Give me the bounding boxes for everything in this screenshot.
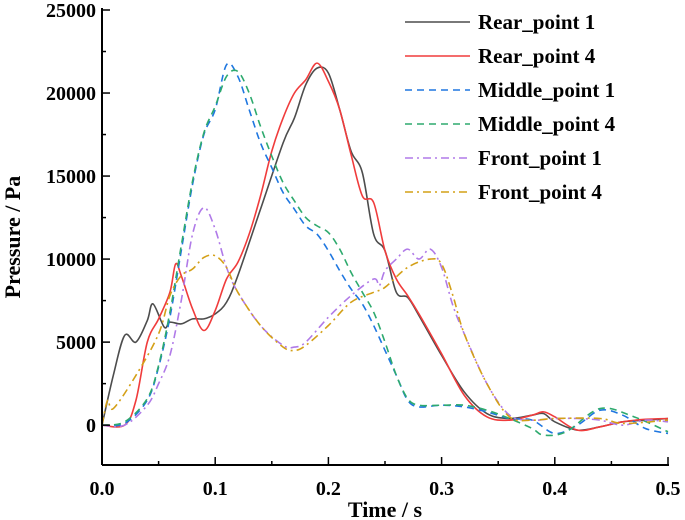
legend: Rear_point 1 Rear_point 4 Middle_point 1 Mi… [405, 10, 616, 204]
x-axis-label: Time / s [348, 497, 423, 520]
y-tick-label: 5000 [56, 332, 96, 354]
legend-label: Middle_point 1 [478, 78, 615, 102]
legend-label: Front_point 1 [478, 146, 602, 170]
y-tick-label: 10000 [46, 249, 96, 271]
x-tick-label: 0.1 [203, 478, 228, 500]
y-tick-label: 15000 [46, 166, 96, 188]
legend-label: Middle_point 4 [478, 112, 616, 136]
series-line-front-point-1 [101, 206, 669, 428]
series-line-front-point-4 [101, 254, 669, 426]
axis-ticks: 0.0 0.1 0.2 0.3 0.4 0.5 0 5000 10000 15000 20000 25… [46, 0, 681, 500]
x-tick-label: 0.0 [90, 478, 115, 500]
y-tick-label: 0 [86, 415, 96, 437]
plot-lines [101, 62, 669, 437]
series-line-rear-point-4 [101, 62, 669, 432]
legend-label: Front_point 4 [478, 180, 602, 204]
legend-label: Rear_point 1 [478, 10, 595, 34]
series-line-middle-point-4 [101, 69, 669, 437]
x-tick-label: 0.3 [429, 478, 454, 500]
x-tick-label: 0.5 [656, 478, 681, 500]
y-tick-label: 25000 [46, 0, 96, 22]
y-axis-label: Pressure / Pa [0, 176, 25, 299]
legend-label: Rear_point 4 [478, 44, 596, 68]
x-tick-label: 0.4 [542, 478, 567, 500]
x-tick-label: 0.2 [316, 478, 341, 500]
y-tick-label: 20000 [46, 83, 96, 105]
